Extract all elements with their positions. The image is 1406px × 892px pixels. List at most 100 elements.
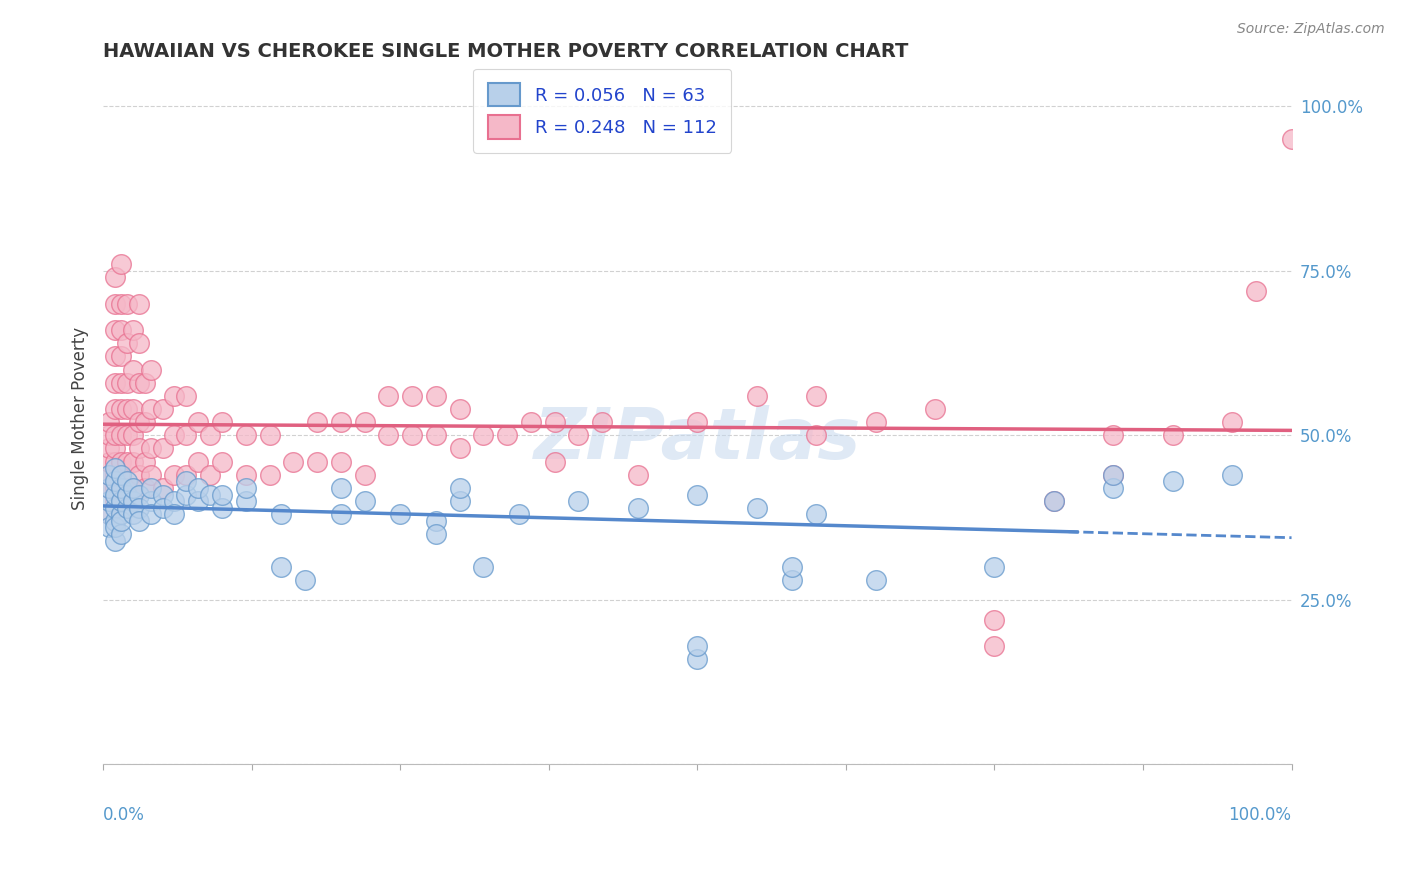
Point: [110, 323, 132, 337]
Point: [139, 467, 162, 482]
Text: ZIPatlas: ZIPatlas: [534, 405, 860, 474]
Point: [98, 467, 121, 482]
Point: [1043, 494, 1066, 508]
Point: [187, 415, 209, 429]
Point: [1220, 415, 1243, 429]
Point: [104, 487, 127, 501]
Point: [270, 508, 292, 522]
Point: [110, 376, 132, 390]
Point: [115, 401, 138, 416]
Point: [152, 500, 174, 515]
Point: [115, 500, 138, 515]
Point: [104, 296, 127, 310]
Point: [115, 487, 138, 501]
Point: [259, 428, 281, 442]
Point: [104, 475, 127, 489]
Point: [804, 389, 827, 403]
Point: [110, 494, 132, 508]
Point: [139, 442, 162, 456]
Point: [176, 428, 198, 442]
Point: [187, 455, 209, 469]
Point: [508, 508, 530, 522]
Point: [115, 475, 138, 489]
Point: [211, 415, 233, 429]
Point: [139, 481, 162, 495]
Point: [425, 428, 447, 442]
Point: [1102, 481, 1125, 495]
Point: [115, 428, 138, 442]
Point: [110, 401, 132, 416]
Point: [198, 487, 221, 501]
Point: [1102, 428, 1125, 442]
Point: [235, 428, 257, 442]
Point: [591, 415, 613, 429]
Point: [98, 442, 121, 456]
Point: [329, 481, 352, 495]
Point: [176, 389, 198, 403]
Point: [98, 481, 121, 495]
Point: [627, 500, 650, 515]
Point: [110, 467, 132, 482]
Point: [1043, 494, 1066, 508]
Point: [425, 389, 447, 403]
Point: [235, 481, 257, 495]
Point: [377, 389, 399, 403]
Point: [104, 349, 127, 363]
Point: [270, 560, 292, 574]
Point: [104, 428, 127, 442]
Point: [152, 442, 174, 456]
Point: [329, 508, 352, 522]
Point: [983, 613, 1005, 627]
Point: [176, 467, 198, 482]
Point: [110, 494, 132, 508]
Point: [1102, 467, 1125, 482]
Point: [121, 323, 143, 337]
Point: [139, 362, 162, 376]
Point: [104, 494, 127, 508]
Point: [104, 467, 127, 482]
Point: [163, 389, 186, 403]
Point: [187, 494, 209, 508]
Point: [110, 455, 132, 469]
Point: [152, 401, 174, 416]
Point: [1220, 467, 1243, 482]
Point: [121, 428, 143, 442]
Point: [745, 500, 768, 515]
Point: [329, 415, 352, 429]
Point: [686, 415, 709, 429]
Point: [211, 455, 233, 469]
Point: [139, 494, 162, 508]
Point: [104, 500, 127, 515]
Point: [128, 467, 150, 482]
Point: [163, 494, 186, 508]
Point: [425, 527, 447, 541]
Point: [686, 487, 709, 501]
Point: [121, 494, 143, 508]
Point: [259, 467, 281, 482]
Point: [110, 296, 132, 310]
Point: [425, 514, 447, 528]
Point: [104, 401, 127, 416]
Point: [235, 494, 257, 508]
Point: [121, 362, 143, 376]
Point: [353, 467, 375, 482]
Text: 100.0%: 100.0%: [1229, 805, 1292, 823]
Point: [110, 467, 132, 482]
Point: [152, 481, 174, 495]
Point: [983, 639, 1005, 653]
Point: [134, 415, 156, 429]
Point: [115, 296, 138, 310]
Point: [389, 508, 412, 522]
Point: [782, 573, 804, 587]
Point: [804, 428, 827, 442]
Text: HAWAIIAN VS CHEROKEE SINGLE MOTHER POVERTY CORRELATION CHART: HAWAIIAN VS CHEROKEE SINGLE MOTHER POVER…: [103, 42, 908, 61]
Point: [1161, 475, 1184, 489]
Point: [983, 560, 1005, 574]
Point: [128, 487, 150, 501]
Point: [1102, 467, 1125, 482]
Point: [283, 455, 305, 469]
Point: [1281, 132, 1303, 146]
Point: [98, 481, 121, 495]
Point: [104, 323, 127, 337]
Point: [104, 270, 127, 285]
